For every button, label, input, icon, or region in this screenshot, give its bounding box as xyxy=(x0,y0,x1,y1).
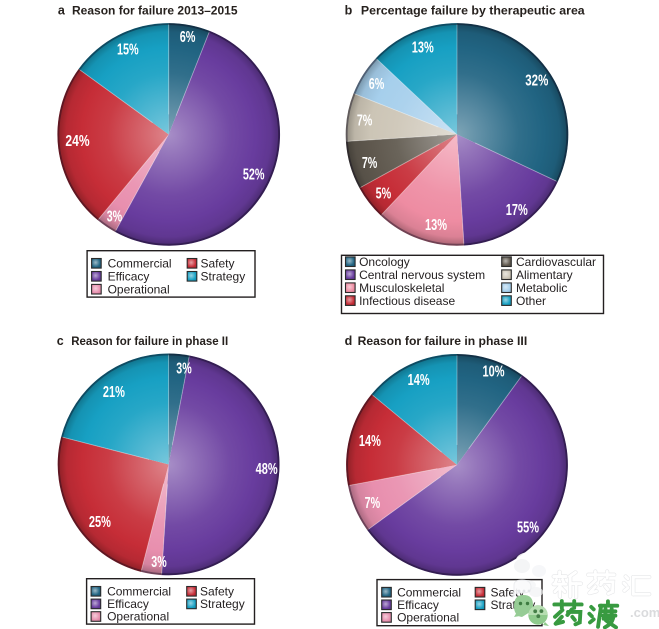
svg-text:d: d xyxy=(345,334,353,348)
svg-text:6%: 6% xyxy=(180,29,196,46)
svg-text:14%: 14% xyxy=(359,433,381,450)
svg-text:c: c xyxy=(57,334,64,348)
svg-text:10%: 10% xyxy=(483,363,505,380)
svg-text:Efficacy: Efficacy xyxy=(107,597,149,611)
svg-text:5%: 5% xyxy=(376,185,392,202)
svg-text:Efficacy: Efficacy xyxy=(108,270,150,284)
svg-text:Safety: Safety xyxy=(201,257,235,271)
svg-text:Reason for failure in phase II: Reason for failure in phase III xyxy=(358,334,528,348)
svg-text:Other: Other xyxy=(516,294,546,308)
svg-text:Cardiovascular: Cardiovascular xyxy=(516,255,596,269)
svg-text:Alimentary: Alimentary xyxy=(516,268,573,282)
svg-text:Strategy: Strategy xyxy=(201,270,246,284)
svg-text:a: a xyxy=(58,3,66,17)
svg-text:6%: 6% xyxy=(369,76,385,93)
svg-text:17%: 17% xyxy=(506,202,528,219)
svg-text:3%: 3% xyxy=(176,361,192,378)
svg-text:Safety: Safety xyxy=(200,585,234,599)
svg-text:25%: 25% xyxy=(89,514,111,531)
svg-text:Operational: Operational xyxy=(107,610,169,624)
svg-text:32%: 32% xyxy=(525,73,548,90)
svg-text:7%: 7% xyxy=(362,155,378,172)
svg-text:.com: .com xyxy=(630,605,659,620)
svg-text:52%: 52% xyxy=(243,166,265,183)
svg-text:Musculoskeletal: Musculoskeletal xyxy=(359,281,444,295)
svg-text:Percentage failure by therapeu: Percentage failure by therapeutic area xyxy=(361,3,585,17)
svg-text:Efficacy: Efficacy xyxy=(397,598,439,612)
svg-text:Reason for failure 2013–2015: Reason for failure 2013–2015 xyxy=(72,3,238,17)
svg-text:7%: 7% xyxy=(357,112,373,129)
svg-text:14%: 14% xyxy=(408,372,430,389)
svg-text:Operational: Operational xyxy=(108,282,170,296)
svg-text:Central nervous system: Central nervous system xyxy=(359,268,485,282)
svg-text:Oncology: Oncology xyxy=(359,255,410,269)
svg-text:Commercial: Commercial xyxy=(108,257,172,271)
svg-text:b: b xyxy=(345,3,353,17)
svg-text:Strategy: Strategy xyxy=(200,597,245,611)
svg-text:15%: 15% xyxy=(117,41,139,58)
svg-text:Commercial: Commercial xyxy=(397,585,461,599)
svg-text:Commercial: Commercial xyxy=(107,585,171,599)
svg-text:7%: 7% xyxy=(365,495,381,512)
svg-text:Operational: Operational xyxy=(397,611,459,625)
svg-text:Reason for failure in phase II: Reason for failure in phase II xyxy=(71,334,228,348)
svg-text:3%: 3% xyxy=(151,554,167,571)
svg-text:Infectious disease: Infectious disease xyxy=(359,294,455,308)
svg-text:Metabolic: Metabolic xyxy=(516,281,567,295)
svg-text:55%: 55% xyxy=(517,520,539,537)
svg-text:13%: 13% xyxy=(425,217,447,234)
svg-text:24%: 24% xyxy=(65,133,89,150)
svg-text:3%: 3% xyxy=(107,209,123,226)
svg-text:21%: 21% xyxy=(103,384,125,401)
svg-text:48%: 48% xyxy=(256,461,278,478)
svg-text:13%: 13% xyxy=(412,40,434,57)
